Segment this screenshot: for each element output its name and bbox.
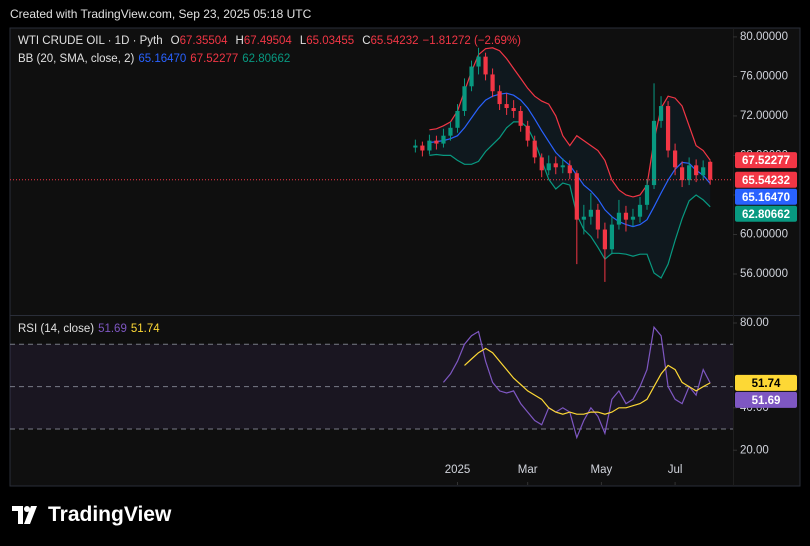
price-badge-label: 65.54232 [742, 175, 790, 187]
candle-body [476, 56, 481, 67]
rsi-line [464, 347, 711, 415]
price-badge-label: 51.69 [752, 395, 781, 407]
bb-legend: BB (20, SMA, close, 2) 65.16470 67.52277 62… [18, 53, 290, 65]
candle-body [546, 163, 551, 171]
x-tick-label: Jul [668, 464, 683, 476]
candle-body [609, 224, 615, 250]
brand-name: TradingView [48, 503, 172, 526]
price-badge [735, 152, 797, 169]
candle-body [680, 167, 685, 181]
candle-body [553, 163, 558, 168]
candle-body [665, 106, 671, 151]
brand: TradingView [12, 503, 171, 527]
rsi-legend: RSI (14, close) 51.69 51.74 [18, 323, 160, 335]
candle-body [469, 66, 474, 87]
candle-body [483, 56, 488, 75]
header: Created with TradingView.com, Sep 23, 20… [10, 7, 312, 21]
candle-body [462, 86, 467, 111]
y-tick-label: 80.00000 [740, 31, 788, 43]
candle-body [637, 204, 643, 217]
brand-logo [12, 506, 37, 524]
y-tick-label: 56.00000 [740, 268, 788, 280]
x-tick-label: Mar [518, 464, 538, 476]
candle-body [651, 120, 657, 186]
candle-body [560, 165, 565, 168]
price-badge-label: 67.52277 [742, 155, 790, 167]
ohlc-label: C [362, 35, 371, 47]
indicator-name: RSI (14, close) [18, 323, 95, 335]
candle-body [455, 110, 460, 128]
indicator-value: 67.52277 [190, 53, 239, 65]
candle-body [581, 216, 586, 220]
candle-body [694, 165, 699, 176]
candle-body [602, 229, 608, 250]
candle-body [630, 216, 636, 220]
ohlc-label: H [235, 35, 244, 47]
price-badge [735, 188, 797, 205]
candle-body [567, 165, 572, 174]
candle-body [441, 135, 446, 144]
candle-body [497, 91, 502, 105]
candle-body [518, 110, 523, 126]
candle-body [427, 140, 432, 151]
indicator-value: 51.74 [130, 323, 160, 335]
rsi-line [442, 325, 711, 440]
candle-body [490, 74, 495, 92]
candle-body [420, 145, 425, 151]
candle-body [539, 157, 544, 171]
indicator-name: BB (20, SMA, close, 2) [18, 53, 135, 65]
price-badge [735, 205, 797, 222]
bb-line [429, 47, 711, 198]
indicator-value: 65.16470 [138, 53, 187, 65]
candle-body [708, 161, 713, 180]
price-badge [735, 171, 797, 188]
candle-body [413, 145, 418, 148]
indicator-value: 51.69 [98, 323, 127, 335]
candle-body [595, 209, 600, 230]
y-tick-label: 80.00 [740, 317, 769, 329]
candle-body [588, 209, 593, 217]
price-badge [735, 374, 797, 391]
price-badge-label: 65.16470 [742, 192, 790, 204]
y-tick-label: 20.00 [740, 444, 769, 456]
price-badge-label: 62.80662 [742, 209, 790, 221]
ohlc-value: 65.54232 [370, 35, 419, 47]
ohlc-value: 67.49504 [243, 35, 292, 47]
candle-body [644, 185, 650, 205]
symbol: WTI CRUDE OIL · 1D · Pyth [18, 35, 163, 47]
price-legend: WTI CRUDE OIL · 1D · Pyth O 67.35504 H 67.49… [18, 35, 521, 47]
candle-body [658, 106, 664, 121]
candle-body [687, 165, 692, 181]
indicator-value: 62.80662 [242, 53, 291, 65]
candle-body [504, 104, 509, 109]
candle-body [616, 212, 622, 225]
candle-body [672, 150, 678, 168]
price-badge [735, 391, 797, 408]
x-tick-label: May [591, 464, 613, 476]
candle-body [532, 140, 537, 158]
ohlc-value: 67.35504 [179, 35, 228, 47]
candle-body [448, 127, 453, 136]
candle-body [701, 167, 706, 176]
y-tick-label: 72.00000 [740, 110, 788, 122]
bb-line [429, 121, 711, 279]
ohlc-label: L [299, 35, 307, 47]
candle-body [623, 212, 629, 220]
price-badge-label: 51.74 [752, 378, 781, 390]
change: −1.81272 (−2.69%) [422, 35, 521, 47]
candle-body [511, 108, 516, 111]
ohlc-value: 65.03455 [306, 35, 355, 47]
candle-body [525, 125, 530, 141]
y-tick-label: 76.00000 [740, 70, 788, 82]
candle-body [434, 140, 439, 144]
candle-body [574, 173, 579, 220]
y-tick-label: 60.00000 [740, 229, 788, 241]
x-tick-label: 2025 [445, 464, 471, 476]
ohlc-label: O [170, 35, 180, 47]
